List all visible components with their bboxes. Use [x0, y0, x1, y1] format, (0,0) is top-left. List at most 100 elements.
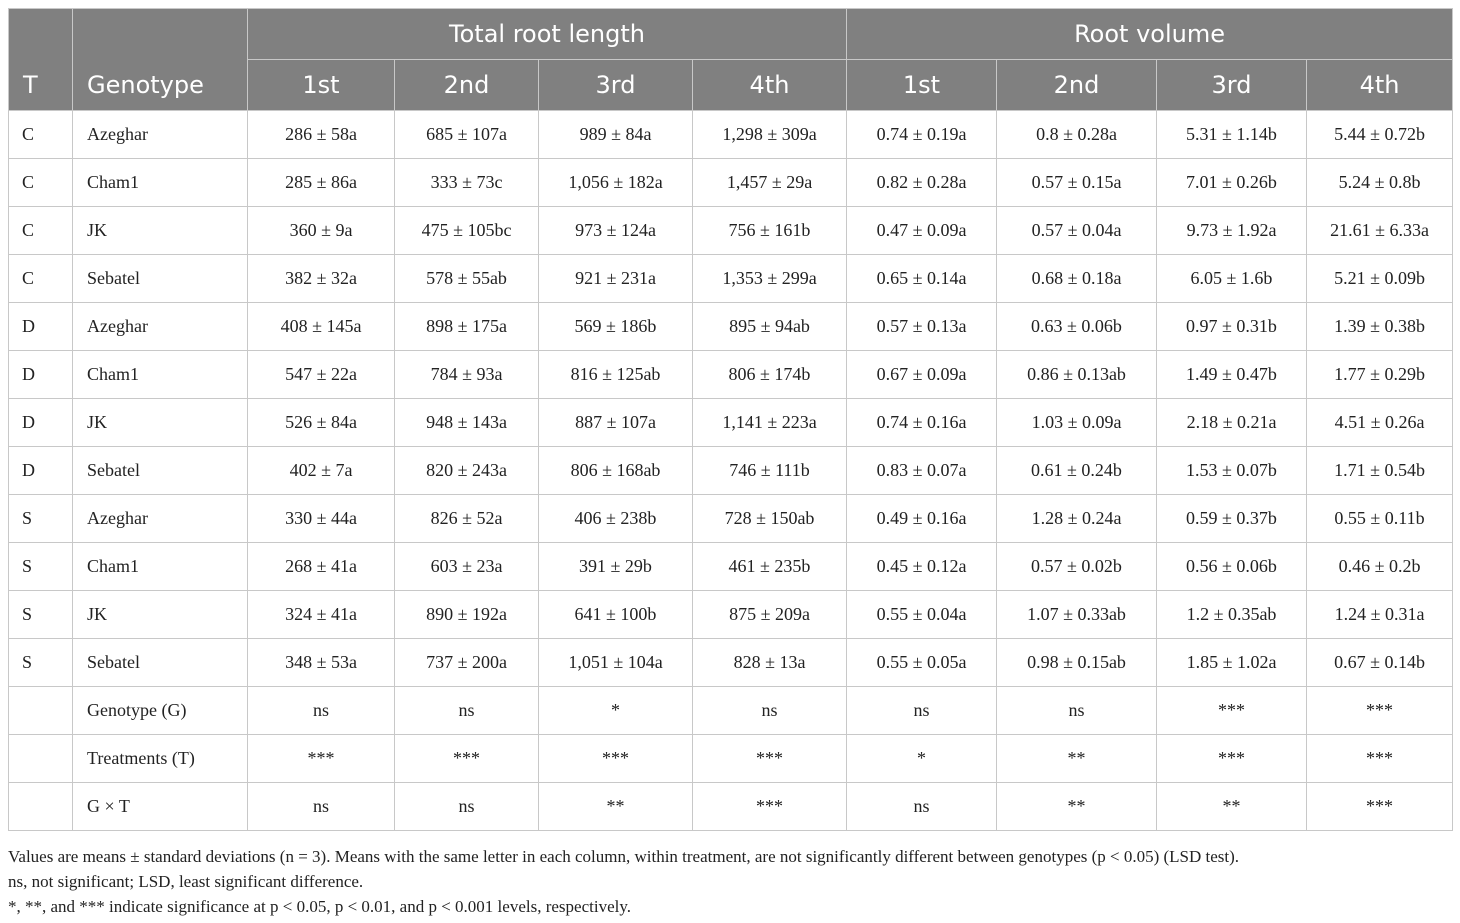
header-sub-row: 1st 2nd 3rd 4th 1st 2nd 3rd 4th [9, 59, 1454, 111]
table-row: D Sebatel 402 ± 7a 820 ± 243a 806 ± 168ab 746… [8, 446, 1454, 495]
cell-value: 0.56 ± 0.06b [1156, 542, 1307, 591]
cell-genotype: Azeghar [72, 494, 248, 543]
cell-genotype: Sebatel [72, 638, 248, 687]
cell-value: 0.97 ± 0.31b [1156, 302, 1307, 351]
cell-genotype: JK [72, 398, 248, 447]
table-footnotes: Values are means ± standard deviations (… [8, 844, 1452, 919]
footnote-abbreviations: ns, not significant; LSD, least signific… [8, 872, 364, 891]
cell-value: *** [1305, 734, 1454, 783]
cell-value: 391 ± 29b [538, 542, 693, 591]
cell-value: 728 ± 150ab [692, 494, 847, 543]
cell-value: 330 ± 44a [247, 494, 395, 543]
footnote-significance: *, **, and *** indicate significance at … [8, 897, 631, 916]
cell-value: 6.05 ± 1.6b [1156, 254, 1307, 303]
cell-value: 0.59 ± 0.37b [1156, 494, 1307, 543]
table-header: T Genotype Total root length Root volume… [8, 8, 1454, 111]
cell-value: 1,457 ± 29a [692, 158, 847, 207]
cell-value: 973 ± 124a [538, 206, 693, 255]
table-body: C Azeghar 286 ± 58a 685 ± 107a 989 ± 84a 1,29… [8, 110, 1454, 831]
cell-value: *** [247, 734, 395, 783]
cell-value: ** [538, 782, 693, 831]
cell-value: 569 ± 186b [538, 302, 693, 351]
cell-value: 268 ± 41a [247, 542, 395, 591]
cell-value: 0.74 ± 0.16a [846, 398, 997, 447]
cell-value: 0.83 ± 0.07a [846, 446, 997, 495]
cell-value: ns [394, 686, 539, 735]
cell-value: ns [692, 686, 847, 735]
cell-value: 806 ± 168ab [538, 446, 693, 495]
cell-value: 1.39 ± 0.38b [1305, 302, 1454, 351]
cell-value: 0.74 ± 0.19a [846, 110, 997, 159]
cell-value: *** [394, 734, 539, 783]
cell-value: 1,298 ± 309a [692, 110, 847, 159]
cell-value: 406 ± 238b [538, 494, 693, 543]
cell-value: 1.07 ± 0.33ab [996, 590, 1157, 639]
header-root-volume: Root volume [845, 8, 1454, 60]
header-genotype: Genotype [72, 8, 248, 111]
header-rv-3rd: 3rd [1156, 59, 1307, 111]
cell-value: 641 ± 100b [538, 590, 693, 639]
cell-value: *** [1156, 686, 1307, 735]
cell-treatment [8, 782, 73, 831]
cell-value: 828 ± 13a [692, 638, 847, 687]
cell-value: *** [1156, 734, 1307, 783]
cell-value: 746 ± 111b [692, 446, 847, 495]
cell-treatment: D [8, 350, 73, 399]
cell-value: 826 ± 52a [394, 494, 539, 543]
cell-value: 0.67 ± 0.14b [1305, 638, 1454, 687]
cell-genotype: Cham1 [72, 158, 248, 207]
cell-value: 4.51 ± 0.26a [1305, 398, 1454, 447]
cell-value: 348 ± 53a [247, 638, 395, 687]
cell-value: 0.57 ± 0.02b [996, 542, 1157, 591]
cell-value: 921 ± 231a [538, 254, 693, 303]
cell-value: 0.65 ± 0.14a [846, 254, 997, 303]
cell-value: 756 ± 161b [692, 206, 847, 255]
cell-value: 0.67 ± 0.09a [846, 350, 997, 399]
results-table: T Genotype Total root length Root volume… [8, 8, 1454, 831]
cell-value: 685 ± 107a [394, 110, 539, 159]
cell-value: ** [1156, 782, 1307, 831]
header-trl-2nd: 2nd [394, 59, 539, 111]
cell-value: 0.63 ± 0.06b [996, 302, 1157, 351]
cell-value: 0.45 ± 0.12a [846, 542, 997, 591]
cell-value: 0.55 ± 0.05a [846, 638, 997, 687]
table-row: S Azeghar 330 ± 44a 826 ± 52a 406 ± 238b 728 … [8, 494, 1454, 543]
cell-value: 382 ± 32a [247, 254, 395, 303]
cell-value: 526 ± 84a [247, 398, 395, 447]
cell-value: 408 ± 145a [247, 302, 395, 351]
cell-value: 402 ± 7a [247, 446, 395, 495]
header-group-row: T Genotype Total root length Root volume [8, 8, 1454, 111]
cell-value: 0.57 ± 0.15a [996, 158, 1157, 207]
cell-value: 0.47 ± 0.09a [846, 206, 997, 255]
cell-value: 5.31 ± 1.14b [1156, 110, 1307, 159]
cell-genotype: Azeghar [72, 110, 248, 159]
cell-value: ns [846, 782, 997, 831]
cell-genotype: Treatments (T) [72, 734, 248, 783]
cell-treatment: C [8, 110, 73, 159]
cell-value: 324 ± 41a [247, 590, 395, 639]
cell-value: ns [247, 686, 395, 735]
cell-value: 806 ± 174b [692, 350, 847, 399]
table-row: C Azeghar 286 ± 58a 685 ± 107a 989 ± 84a 1,29… [8, 110, 1454, 159]
cell-value: ns [996, 686, 1157, 735]
cell-value: ** [996, 782, 1157, 831]
cell-value: 875 ± 209a [692, 590, 847, 639]
header-rv-4th: 4th [1305, 59, 1454, 111]
cell-value: 1.77 ± 0.29b [1305, 350, 1454, 399]
cell-value: 895 ± 94ab [692, 302, 847, 351]
cell-value: 5.24 ± 0.8b [1305, 158, 1454, 207]
cell-value: 0.8 ± 0.28a [996, 110, 1157, 159]
header-rv-2nd: 2nd [996, 59, 1157, 111]
cell-value: 7.01 ± 0.26b [1156, 158, 1307, 207]
cell-value: 0.57 ± 0.04a [996, 206, 1157, 255]
cell-value: 948 ± 143a [394, 398, 539, 447]
cell-value: 890 ± 192a [394, 590, 539, 639]
table-row: S JK 324 ± 41a 890 ± 192a 641 ± 100b 875 ± 20… [8, 590, 1454, 639]
cell-genotype: Azeghar [72, 302, 248, 351]
cell-value: 0.61 ± 0.24b [996, 446, 1157, 495]
cell-value: *** [692, 782, 847, 831]
cell-value: 1.28 ± 0.24a [996, 494, 1157, 543]
cell-value: * [846, 734, 997, 783]
cell-value: 737 ± 200a [394, 638, 539, 687]
cell-value: 820 ± 243a [394, 446, 539, 495]
